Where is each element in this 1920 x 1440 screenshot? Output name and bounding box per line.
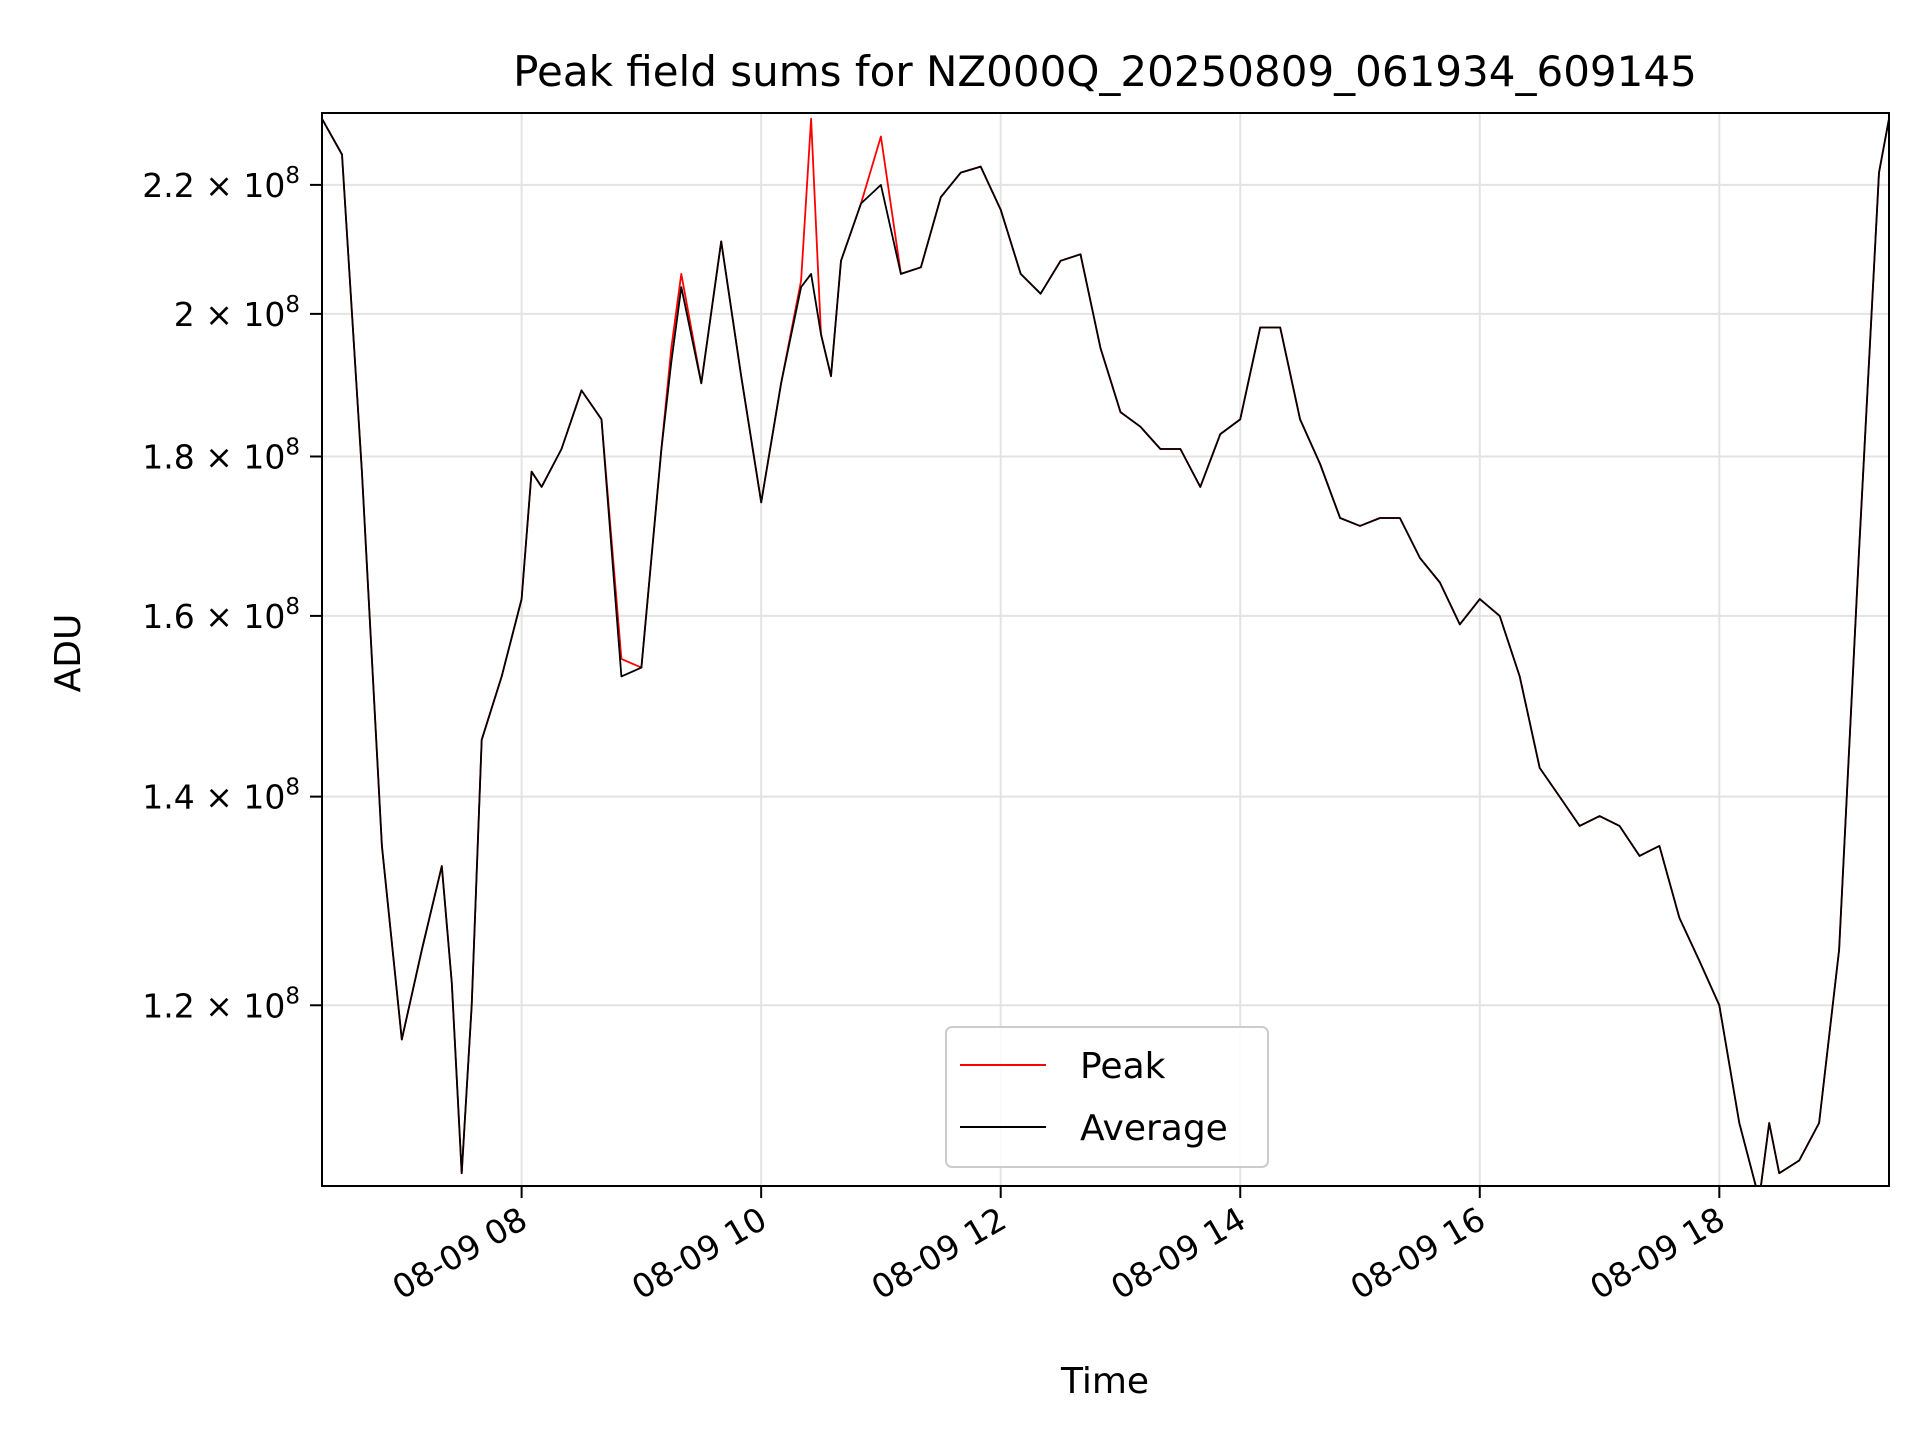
legend-label: Peak: [1080, 1046, 1166, 1087]
chart-title: Peak field sums for NZ000Q_20250809_0619…: [513, 47, 1697, 96]
y-tick-label: 2 × 108: [174, 292, 300, 334]
y-axis-label: ADU: [48, 614, 89, 693]
legend-label: Average: [1080, 1108, 1228, 1149]
y-tick-label: 1.8 × 108: [142, 434, 300, 476]
y-tick-label: 1.6 × 108: [142, 594, 300, 636]
y-tick-label: 1.2 × 108: [142, 983, 300, 1025]
plot-frame: [321, 112, 1890, 1187]
legend-box: [945, 1026, 1269, 1168]
y-tick-label: 1.4 × 108: [142, 775, 300, 817]
plot-area: 08-09 08 08-09 10 08-09 12 08-09 14 08-09 16…: [142, 112, 1890, 1307]
series-line-average: [322, 118, 1889, 1186]
y-tick-label: 2.2 × 108: [142, 163, 300, 205]
x-axis-label: Time: [1060, 1361, 1149, 1402]
plot-background: [322, 113, 1889, 1186]
